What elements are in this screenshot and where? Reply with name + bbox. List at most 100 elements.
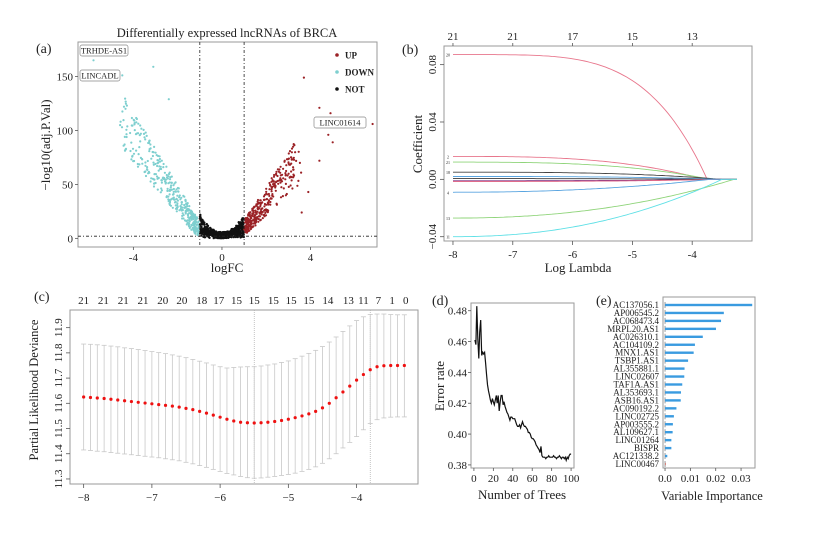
point-up xyxy=(245,227,248,230)
point-down xyxy=(175,188,178,191)
point-down xyxy=(184,199,187,202)
volcano-points xyxy=(92,59,374,240)
point-up xyxy=(267,209,270,212)
point-not xyxy=(215,230,218,233)
point-down xyxy=(168,188,172,191)
point-down xyxy=(161,177,164,180)
importance-label: LINC01264 xyxy=(616,435,660,445)
point-not xyxy=(226,234,229,237)
top-tick-label: 15 xyxy=(303,295,315,307)
point-down xyxy=(156,188,159,191)
coef-path-21 xyxy=(453,161,737,180)
point-not xyxy=(237,221,240,224)
volcano-x-ticks: -4 0 4 xyxy=(129,247,314,264)
point-down xyxy=(187,216,190,219)
point-down xyxy=(137,122,140,125)
point-up xyxy=(261,210,264,213)
point-up xyxy=(253,206,256,209)
point-up xyxy=(255,203,258,206)
top-tick-label: 18 xyxy=(196,295,208,307)
point-down xyxy=(160,187,163,190)
annotation-box xyxy=(79,69,121,82)
point-down xyxy=(170,184,173,187)
cv-mean-point xyxy=(157,402,161,407)
point-down xyxy=(191,227,194,230)
point-up xyxy=(263,205,266,208)
x-tick-label: 40 xyxy=(507,473,519,485)
threshold-lines xyxy=(78,42,377,247)
point-down xyxy=(135,116,138,120)
cv-mean-point xyxy=(245,421,250,425)
point-up xyxy=(282,177,285,180)
point-down xyxy=(123,135,126,138)
point-down xyxy=(166,187,169,190)
top-tick-label: 15 xyxy=(286,295,298,307)
error-rate-plot: 0 20 40 60 80 100 0.38 0.40 0.42 0.44 0.46 0.48 Nu… xyxy=(432,302,580,502)
x-tick-label: -4 xyxy=(688,249,698,261)
point-up xyxy=(258,207,261,210)
cv-mean-point xyxy=(211,413,215,417)
point-down xyxy=(130,141,133,144)
variable-importance-plot: AC137056.1AP006545.2AC068473.4MRPL20.AS1… xyxy=(607,296,763,503)
point-down xyxy=(129,149,132,153)
point-down xyxy=(159,191,162,194)
point-down xyxy=(153,145,156,148)
point-up xyxy=(271,193,274,196)
point-down xyxy=(159,165,162,168)
cv-mean-point xyxy=(307,412,311,416)
point-not xyxy=(235,224,238,227)
point-down xyxy=(158,160,162,163)
x-tick-label: −8 xyxy=(78,492,90,504)
y-tick-label: 11.4 xyxy=(53,444,65,463)
importance-label: AC026310.1 xyxy=(613,332,659,342)
point-up xyxy=(265,190,268,193)
point-up xyxy=(251,214,254,217)
x-tick-label: 4 xyxy=(308,252,314,264)
cv-mean-point xyxy=(109,397,113,401)
cv-mean-point xyxy=(382,364,386,368)
point-down xyxy=(163,171,166,174)
top-tick-label: 20 xyxy=(176,295,188,307)
y-tick-label: 50 xyxy=(62,179,74,191)
point-down xyxy=(196,230,199,233)
point-up xyxy=(261,217,264,220)
point-down xyxy=(165,173,168,177)
point-down xyxy=(183,195,186,198)
point-up xyxy=(270,180,273,183)
x-tick-label: -8 xyxy=(448,249,458,261)
point-not xyxy=(198,223,201,226)
cv-mean-points xyxy=(82,363,406,425)
point-not xyxy=(208,232,211,235)
point-up xyxy=(285,158,289,161)
importance-bar xyxy=(665,415,674,418)
point-up xyxy=(329,112,332,115)
volcano-x-label: logFC xyxy=(211,260,244,275)
point-down xyxy=(124,107,127,110)
importance-label: TAF1A.AS1 xyxy=(613,380,659,390)
top-tick-label: 1 xyxy=(389,295,395,307)
cv-mean-point xyxy=(279,418,284,423)
importance-bar xyxy=(665,311,724,315)
point-down xyxy=(172,190,175,193)
volcano-y-label: −log10(adj.P.Val) xyxy=(38,99,53,190)
point-up xyxy=(274,186,277,189)
top-tick-label: 21 xyxy=(78,295,89,307)
point-up xyxy=(272,175,276,178)
point-up xyxy=(269,183,272,186)
cv-mean-point xyxy=(293,416,297,420)
point-down xyxy=(132,152,136,155)
cv-mean-point xyxy=(191,408,195,412)
point-down xyxy=(120,126,124,129)
point-not xyxy=(230,229,233,232)
cv-mean-point xyxy=(136,400,140,404)
cv-mean-point xyxy=(341,390,345,394)
importance-labels: AC137056.1AP006545.2AC068473.4MRPL20.AS1… xyxy=(607,300,659,469)
point-down xyxy=(157,159,160,162)
x-tick-label: 0.02 xyxy=(706,473,725,485)
x-tick-label: 0.0 xyxy=(658,473,672,485)
point-down xyxy=(130,116,133,120)
cv-mean-point xyxy=(368,368,372,372)
point-not xyxy=(230,236,233,239)
point-up xyxy=(281,173,284,176)
cv-mean-point xyxy=(143,401,147,405)
